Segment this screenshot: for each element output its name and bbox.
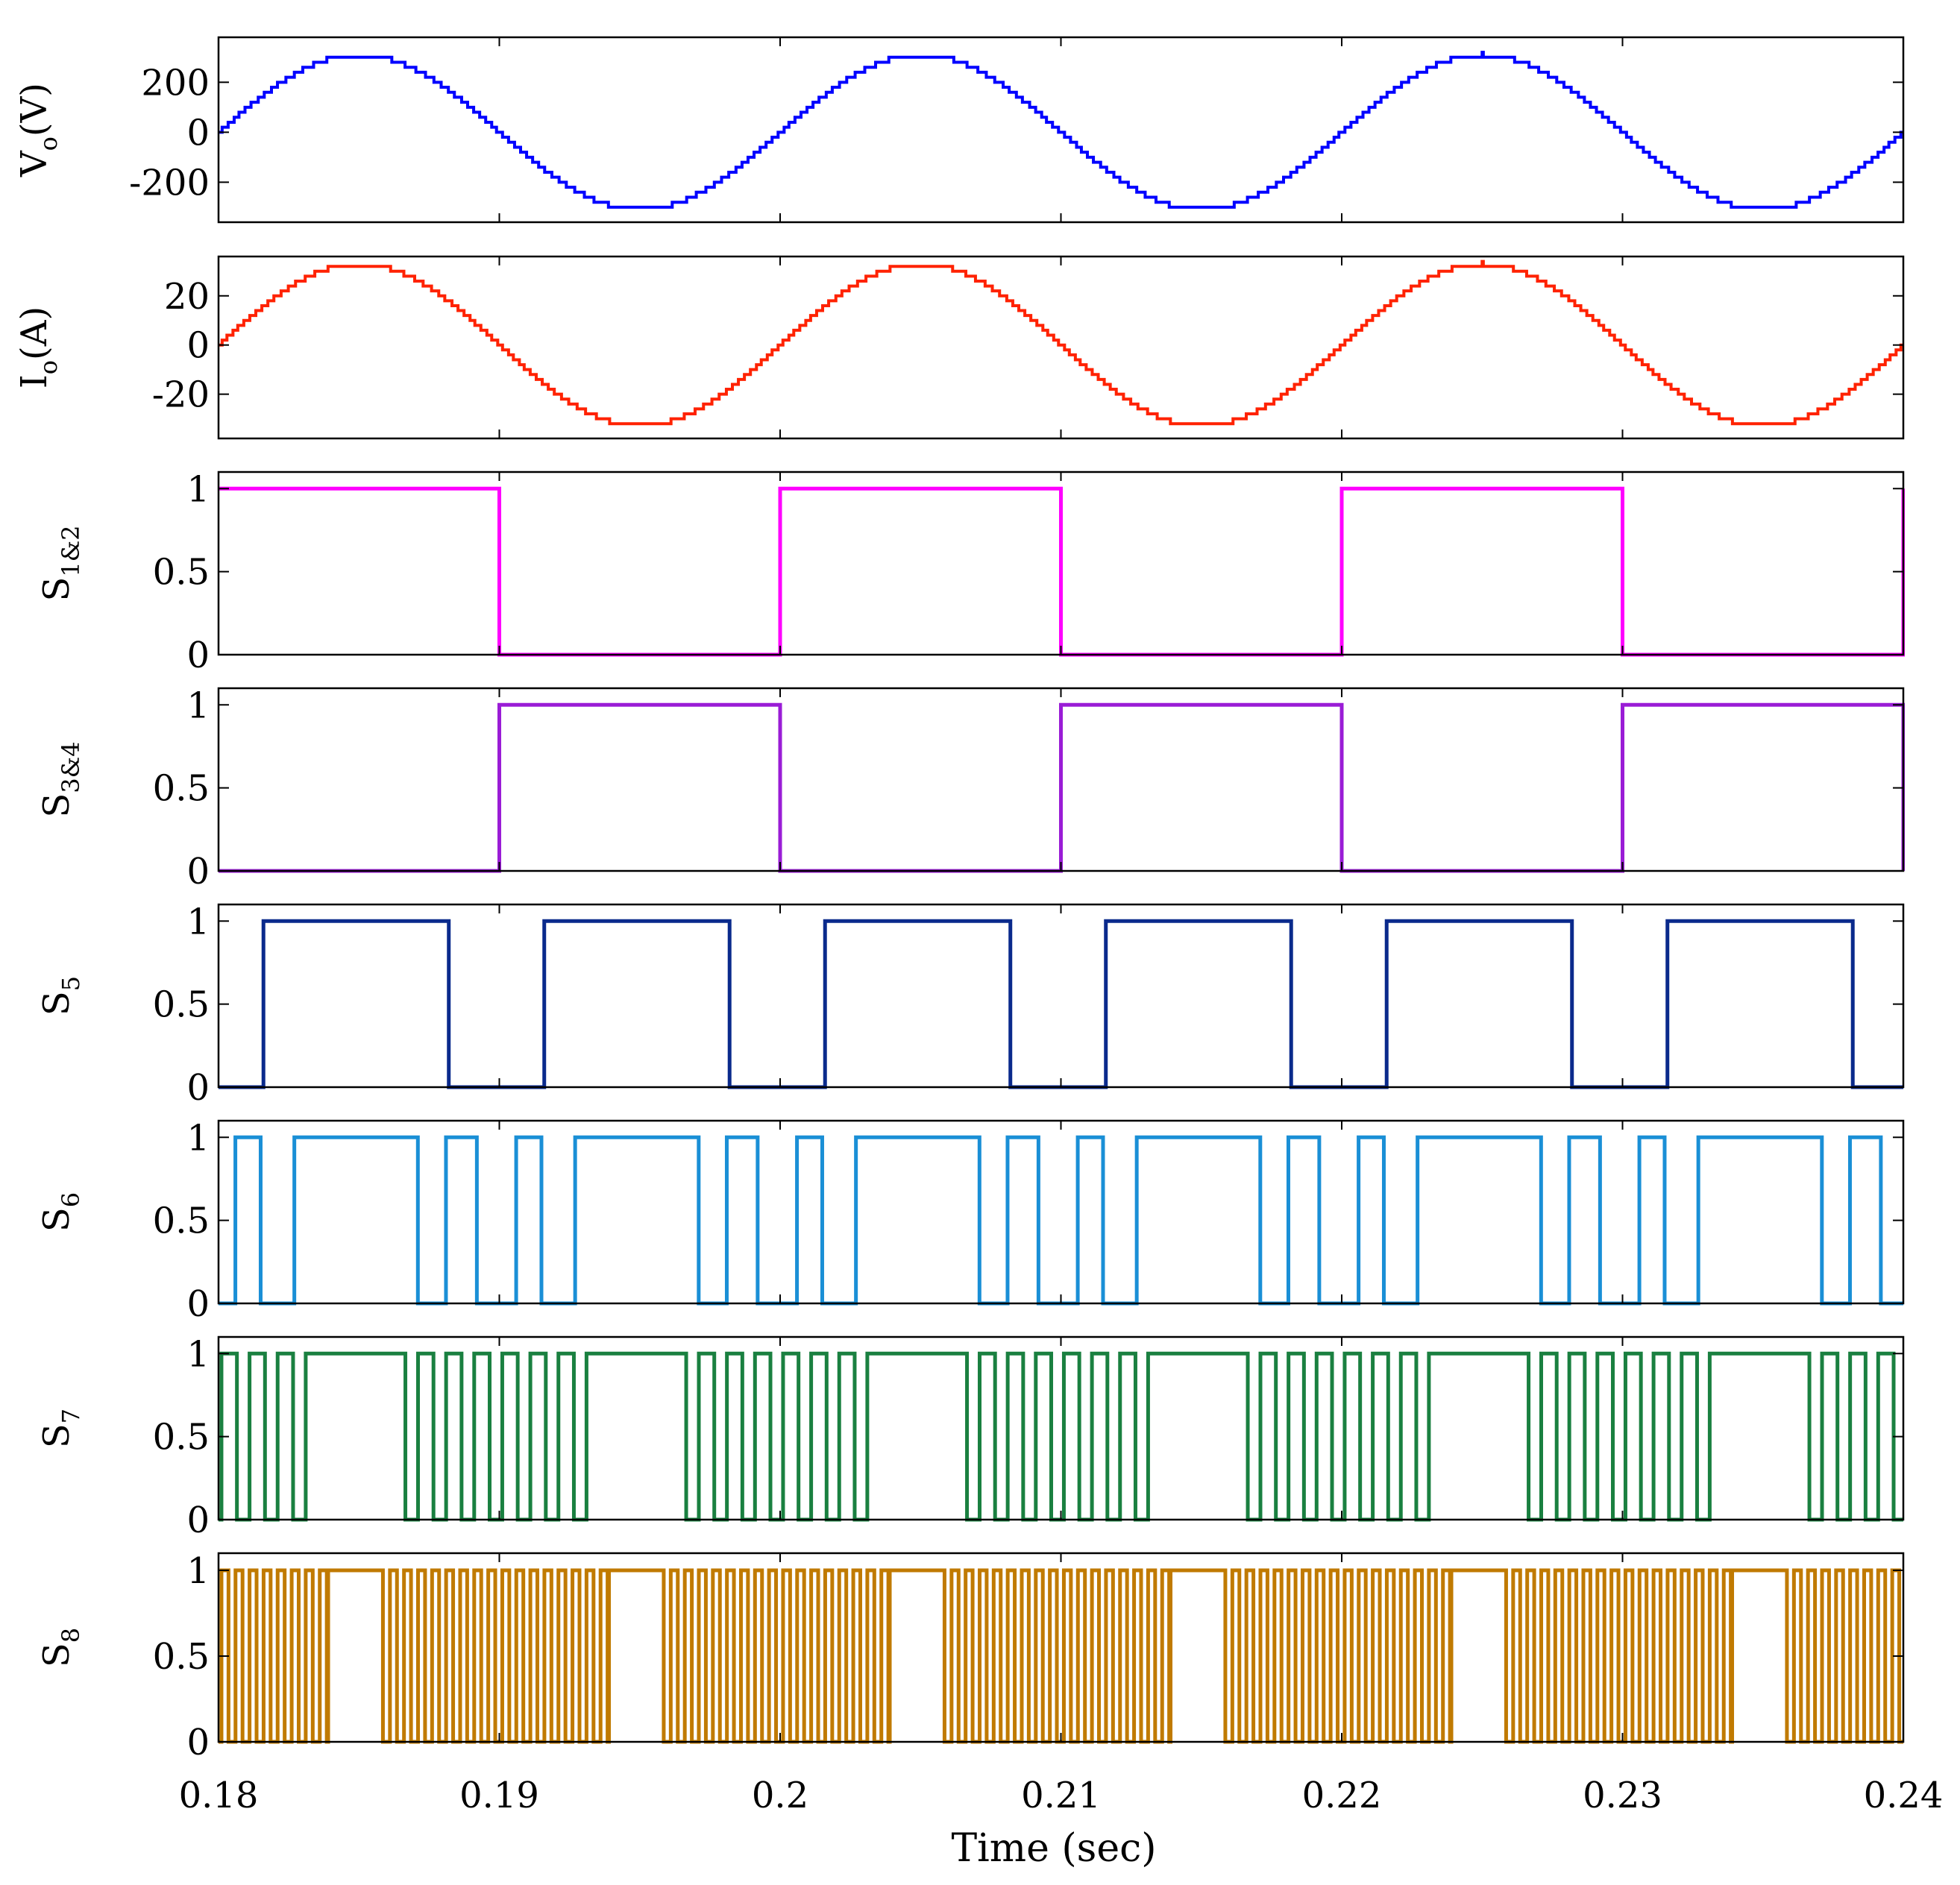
y-tick-label: 0.5 — [153, 768, 210, 810]
y-tick-label: 0 — [186, 112, 210, 154]
y-axis-label-subscript: o — [34, 136, 63, 151]
y-tick-label: 1 — [186, 1117, 210, 1159]
x-tick-label: 0.2 — [752, 1775, 808, 1816]
x-tick-label: 0.23 — [1583, 1775, 1662, 1816]
axes-frame — [217, 36, 1905, 224]
y-tick-label: 0.5 — [153, 1200, 210, 1242]
y-tick-label: 0 — [186, 1283, 210, 1325]
y-axis-label-subscript: 5 — [57, 976, 85, 991]
y-axis-label-subscript: 6 — [57, 1192, 85, 1207]
panels: 0.18 0.19 0.2 0.21 0.22 0.23 0.242000-200Vo(V)… — [13, 36, 1944, 1816]
y-tick-label: 0.5 — [153, 984, 210, 1026]
y-tick-label: 0.5 — [153, 552, 210, 594]
x-tick-label: 0.22 — [1302, 1775, 1382, 1816]
y-axis-label-unit: (V) — [13, 83, 55, 136]
panel-s8: 1 0.5 0 S8 — [36, 1550, 1905, 1763]
y-tick-label: 0 — [186, 1722, 210, 1763]
y-axis-label-unit: (A) — [13, 306, 55, 360]
panel-s6: 1 0.5 0 S6 — [36, 1117, 1905, 1325]
y-tick-label: 0 — [186, 635, 210, 676]
y-axis-label-subscript: o — [34, 360, 63, 374]
y-axis-label: S3&4 — [36, 741, 85, 817]
y-axis-label-main: I — [13, 374, 55, 388]
y-tick-label: 1 — [186, 468, 210, 510]
y-axis-label-main: S — [36, 1207, 78, 1232]
series-line-s8 — [219, 1568, 1903, 1744]
y-axis-label-subscript: 1&2 — [57, 525, 85, 576]
y-axis-label: S6 — [36, 1192, 85, 1232]
y-axis-label: Io(A) — [13, 306, 63, 388]
y-axis-label-subscript: 8 — [57, 1628, 85, 1643]
series-line-s7 — [219, 1351, 1903, 1522]
y-axis-label-main: S — [36, 991, 78, 1016]
y-tick-label: 1 — [186, 901, 210, 942]
axes-frame — [217, 255, 1905, 440]
y-tick-label: 1 — [186, 685, 210, 726]
y-tick-label: 1 — [186, 1333, 210, 1375]
y-axis-label: S7 — [36, 1409, 85, 1448]
x-tick-label: 0.24 — [1864, 1775, 1944, 1816]
y-axis-label-main: V — [13, 150, 55, 177]
y-tick-label: 20 — [164, 276, 210, 318]
y-tick-label: 0 — [186, 325, 210, 367]
axes-frame — [217, 1552, 1905, 1743]
panel-vo: 200 0 -200 Vo(V) — [13, 36, 1905, 224]
panel-s1-and-2: 1 0.5 0 S1&2 — [36, 468, 1905, 676]
y-axis-label-subscript: 3&4 — [57, 741, 85, 793]
y-tick-label: 0 — [186, 1499, 210, 1541]
series-line-s6 — [219, 1135, 1903, 1306]
y-axis-label: S1&2 — [36, 525, 85, 601]
y-tick-label: 200 — [141, 62, 210, 104]
y-axis-label-subscript: 7 — [57, 1409, 85, 1423]
axes-frame — [217, 1335, 1905, 1521]
y-tick-label: 0 — [186, 1067, 210, 1109]
x-tick-label: 0.21 — [1021, 1775, 1101, 1816]
y-axis-label-main: S — [36, 577, 78, 602]
axes-frame — [217, 903, 1905, 1089]
y-tick-label: 0.5 — [153, 1636, 210, 1678]
series-line-s3-and-4 — [219, 702, 1905, 873]
panel-s7: 1 0.5 0 S7 — [36, 1333, 1905, 1541]
panel-s3-and-4: 1 0.5 0 S3&4 — [36, 685, 1905, 893]
series-line-io — [219, 259, 1903, 426]
series-line-vo — [219, 51, 1903, 209]
y-axis-label: S5 — [36, 976, 85, 1016]
y-axis-label: Vo(V) — [13, 83, 63, 177]
x-tick-label: 0.18 — [179, 1775, 259, 1816]
y-tick-label: -200 — [129, 162, 210, 204]
y-axis-label-main: S — [36, 1643, 78, 1667]
x-axis-label: Time (sec) — [951, 1826, 1156, 1871]
y-tick-label: 0.5 — [153, 1417, 210, 1458]
panel-s5: 1 0.5 0 S5 — [36, 901, 1905, 1109]
y-tick-label: 1 — [186, 1550, 210, 1592]
series-line-s1-and-2 — [219, 486, 1905, 657]
axes-frame — [217, 1119, 1905, 1305]
panel-io: 20 0 -20 Io(A) — [13, 255, 1905, 440]
x-tick-label: 0.19 — [459, 1775, 539, 1816]
y-tick-label: 0 — [186, 851, 210, 893]
y-axis-label: S8 — [36, 1628, 85, 1667]
y-tick-label: -20 — [152, 374, 210, 416]
y-axis-label-main: S — [36, 793, 78, 818]
series-line-s5 — [219, 919, 1903, 1089]
y-axis-label-main: S — [36, 1423, 78, 1448]
